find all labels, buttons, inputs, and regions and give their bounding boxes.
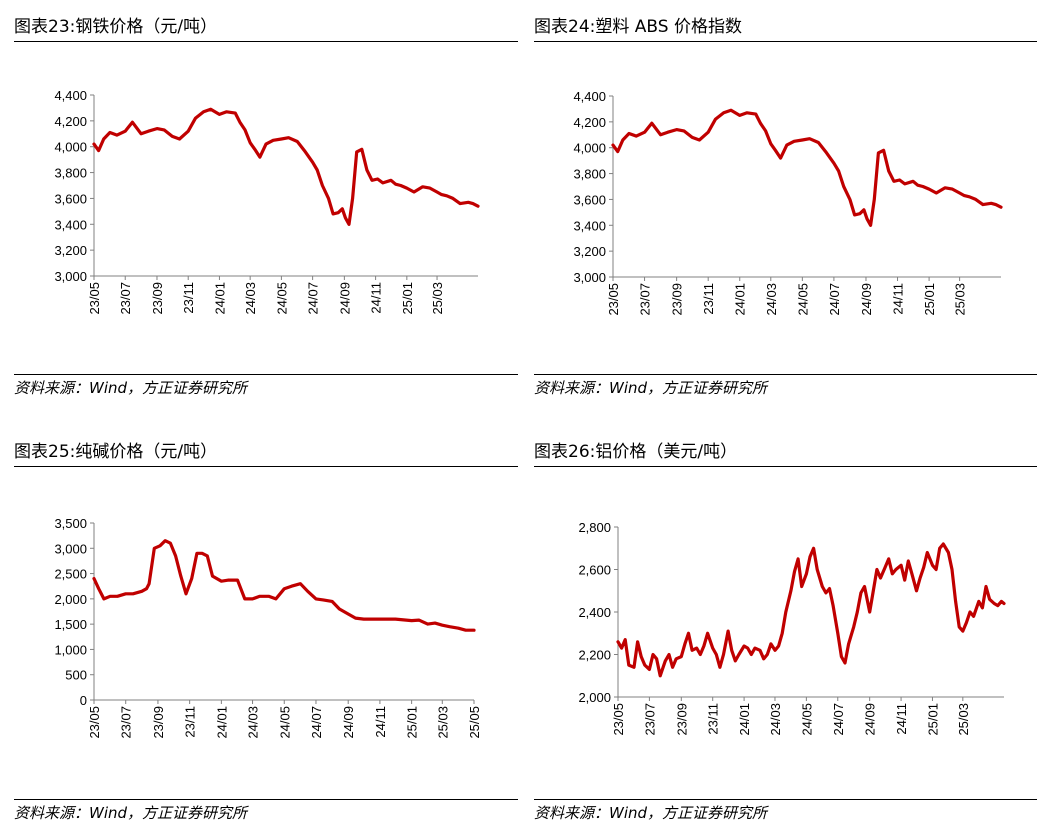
y-tick-label: 3,500 xyxy=(54,516,87,531)
chart-title: 图表24:塑料 ABS 价格指数 xyxy=(534,13,1037,42)
y-tick-label: 2,800 xyxy=(578,520,611,535)
x-tick-label: 23/05 xyxy=(611,703,626,736)
x-tick-label: 24/07 xyxy=(827,283,842,316)
x-tick-label: 24/01 xyxy=(737,703,752,736)
x-tick-label: 25/01 xyxy=(922,283,937,316)
x-tick-label: 24/09 xyxy=(337,282,352,315)
source-note: 资料来源：Wind，方正证券研究所 xyxy=(14,799,518,826)
y-tick-label: 3,200 xyxy=(573,244,606,259)
y-tick-label: 4,400 xyxy=(54,88,87,103)
chart-title: 图表25:纯碱价格（元/吨） xyxy=(14,438,518,467)
x-tick-label: 23/05 xyxy=(87,706,102,739)
y-tick-label: 3,000 xyxy=(54,541,87,556)
x-tick-label: 23/11 xyxy=(183,706,198,738)
line-chart-steel: 3,000 3,200 3,400 3,600 3,800 4,000 4,200 4,400… xyxy=(54,88,480,315)
chart-panel-steel: 图表23:钢铁价格（元/吨） 3,000 3,200 3,400 3,600 3,800… xyxy=(14,13,518,404)
chart-title: 图表26:铝价格（美元/吨） xyxy=(534,438,1037,467)
line-chart-soda-ash: 0 500 1,000 1,500 2,000 2,500 3,000 3,500 23/05 2… xyxy=(54,516,482,739)
y-tick-label: 2,600 xyxy=(578,563,611,578)
x-tick-label: 23/05 xyxy=(606,283,621,316)
y-tick-label: 0 xyxy=(80,693,87,708)
y-tick-label: 2,400 xyxy=(578,605,611,620)
chart-panel-abs: 图表24:塑料 ABS 价格指数 3,000 3,200 3,400 3,600 3,8… xyxy=(534,13,1037,404)
x-tick-label: 23/11 xyxy=(706,703,721,735)
x-tick-label: 25/03 xyxy=(956,703,971,736)
y-tick-label: 3,400 xyxy=(573,218,606,233)
line-chart-aluminum: 2,000 2,200 2,400 2,600 2,800 23/05 23/07 23/09… xyxy=(578,520,1006,736)
y-tick-label: 2,500 xyxy=(54,567,87,582)
y-tick-label: 1,500 xyxy=(54,617,87,632)
series-line xyxy=(616,542,1006,678)
x-tick-label: 23/09 xyxy=(150,282,165,315)
x-tick-label: 23/11 xyxy=(181,282,196,314)
x-tick-label: 25/03 xyxy=(953,283,968,316)
x-tick-label: 23/07 xyxy=(118,282,133,315)
x-tick-label: 24/07 xyxy=(306,282,321,315)
x-tick-label: 23/07 xyxy=(638,283,653,316)
y-tick-label: 4,000 xyxy=(573,141,606,156)
series-line xyxy=(611,108,1003,227)
x-tick-label: 24/03 xyxy=(768,703,783,736)
y-tick-label: 500 xyxy=(65,668,87,683)
y-tick-label: 2,000 xyxy=(578,690,611,705)
x-tick-label: 25/05 xyxy=(467,706,482,739)
y-tick-label: 3,000 xyxy=(54,269,87,284)
x-tick-label: 24/09 xyxy=(863,703,878,736)
x-tick-label: 25/03 xyxy=(430,282,445,315)
y-tick-label: 4,200 xyxy=(573,115,606,130)
x-tick-label: 25/03 xyxy=(435,706,450,739)
y-tick-label: 3,400 xyxy=(54,217,87,232)
chart-panel-aluminum: 图表26:铝价格（美元/吨） 2,000 2,200 2,400 2,600 2,800… xyxy=(534,438,1037,829)
x-tick-label: 24/11 xyxy=(894,703,909,735)
chart-title: 图表23:钢铁价格（元/吨） xyxy=(14,13,518,42)
x-tick-label: 23/09 xyxy=(670,283,685,316)
x-tick-label: 25/01 xyxy=(925,703,940,736)
y-tick-label: 4,000 xyxy=(54,140,87,155)
x-tick-label: 23/09 xyxy=(151,706,166,739)
x-tick-label: 24/07 xyxy=(831,703,846,736)
y-tick-label: 2,000 xyxy=(54,592,87,607)
y-tick-label: 1,000 xyxy=(54,642,87,657)
x-tick-label: 24/05 xyxy=(277,706,292,739)
x-tick-label: 25/01 xyxy=(400,282,415,315)
x-tick-label: 24/03 xyxy=(243,282,258,315)
x-tick-label: 23/05 xyxy=(87,282,102,315)
x-tick-label: 24/05 xyxy=(795,283,810,316)
y-tick-label: 3,800 xyxy=(54,166,87,181)
y-tick-label: 3,800 xyxy=(573,167,606,182)
x-tick-label: 23/09 xyxy=(674,703,689,736)
x-tick-label: 24/11 xyxy=(891,283,906,315)
x-tick-label: 24/03 xyxy=(246,706,261,739)
source-note: 资料来源：Wind，方正证券研究所 xyxy=(534,374,1037,401)
x-tick-label: 24/11 xyxy=(369,282,384,314)
series-line xyxy=(92,107,480,226)
source-note: 资料来源：Wind，方正证券研究所 xyxy=(534,799,1037,826)
x-tick-label: 24/01 xyxy=(212,282,227,315)
y-tick-label: 3,600 xyxy=(54,191,87,206)
x-tick-label: 23/11 xyxy=(701,283,716,315)
x-tick-label: 23/07 xyxy=(642,703,657,736)
y-tick-label: 2,200 xyxy=(578,648,611,663)
y-tick-label: 4,400 xyxy=(573,89,606,104)
x-tick-label: 24/05 xyxy=(799,703,814,736)
chart-panel-soda-ash: 图表25:纯碱价格（元/吨） 0 500 1,000 1,500 2,000 2,500 3… xyxy=(14,438,518,829)
line-chart-abs: 3,000 3,200 3,400 3,600 3,800 4,000 4,200 4,400… xyxy=(573,89,1003,316)
x-tick-label: 24/01 xyxy=(733,283,748,316)
source-note: 资料来源：Wind，方正证券研究所 xyxy=(14,374,518,401)
y-tick-label: 3,600 xyxy=(573,192,606,207)
series-line xyxy=(92,539,476,632)
x-tick-label: 23/07 xyxy=(119,706,134,739)
x-tick-label: 25/01 xyxy=(405,706,420,739)
x-tick-label: 24/07 xyxy=(309,706,324,739)
x-tick-label: 24/05 xyxy=(274,282,289,315)
x-tick-label: 24/11 xyxy=(373,706,388,738)
x-tick-label: 24/03 xyxy=(764,283,779,316)
y-tick-label: 3,200 xyxy=(54,243,87,258)
x-tick-label: 24/01 xyxy=(214,706,229,739)
x-tick-label: 24/09 xyxy=(859,283,874,316)
y-tick-label: 4,200 xyxy=(54,114,87,129)
x-tick-label: 24/09 xyxy=(341,706,356,739)
y-tick-label: 3,000 xyxy=(573,270,606,285)
